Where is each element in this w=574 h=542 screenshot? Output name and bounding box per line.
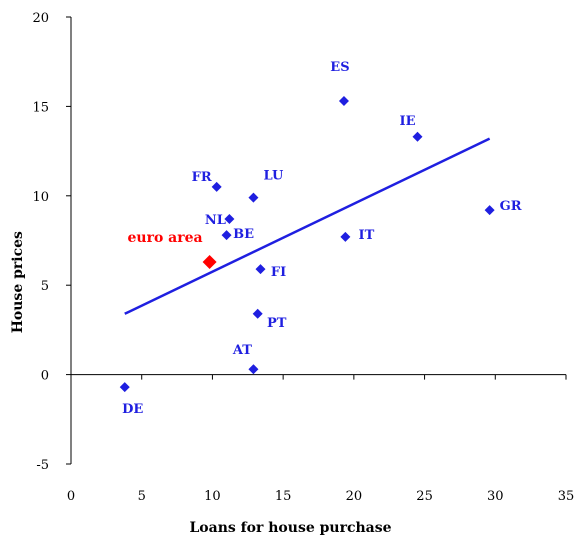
data-point-gr (484, 205, 495, 216)
x-tick-label: 5 (138, 489, 146, 504)
data-point-it (340, 231, 351, 242)
x-tick-label: 25 (416, 489, 433, 504)
data-point-ie (412, 131, 423, 142)
y-axis-title: House prices (10, 231, 26, 333)
y-tick-label: 15 (32, 100, 49, 115)
x-tick-label: 30 (487, 489, 504, 504)
axes: 0 5 10 15 20 25 30 35 -5 0 5 10 15 20 (32, 11, 574, 504)
point-label-nl: NL (205, 213, 226, 228)
point-label-pt: PT (267, 316, 287, 331)
data-point-lu (248, 192, 259, 203)
x-tick-label: 10 (204, 489, 221, 504)
data-point-de (119, 382, 130, 393)
data-point-pt (252, 308, 263, 319)
x-tick-label: 20 (346, 489, 363, 504)
y-tick-label: -5 (36, 458, 49, 473)
point-label-euro-area: euro area (127, 230, 202, 246)
x-tick-label: 15 (275, 489, 292, 504)
data-point-fr (211, 181, 222, 192)
point-label-de: DE (122, 402, 143, 417)
point-label-gr: GR (500, 199, 522, 214)
x-tick-label: 35 (558, 489, 574, 504)
y-tick-label: 5 (41, 279, 49, 294)
x-tick-label: 0 (67, 489, 75, 504)
trendline (124, 137, 491, 315)
x-axis-title: Loans for house purchase (189, 520, 391, 536)
data-point-fi (255, 264, 266, 275)
data-points: ES IE FR LU GR NL BE IT FI PT AT DE (119, 60, 522, 417)
data-point-es (338, 96, 349, 107)
point-label-be: BE (233, 227, 254, 242)
highlight-group: euro area (127, 230, 217, 269)
data-point-at (248, 364, 259, 375)
point-label-fr: FR (192, 170, 212, 185)
y-ticks: -5 0 5 10 15 20 (32, 11, 71, 473)
y-tick-label: 0 (41, 369, 49, 384)
point-label-ie: IE (400, 114, 416, 129)
data-point-euro-area (202, 254, 217, 269)
data-point-nl (224, 214, 235, 225)
point-label-lu: LU (264, 169, 284, 184)
y-tick-label: 20 (32, 11, 49, 26)
data-point-be (221, 230, 232, 241)
point-label-es: ES (330, 60, 349, 75)
point-label-fi: FI (271, 265, 286, 280)
point-label-at: AT (232, 343, 252, 358)
y-tick-label: 10 (32, 190, 49, 205)
x-ticks: 0 5 10 15 20 25 30 35 (67, 374, 574, 504)
point-label-it: IT (358, 228, 374, 243)
